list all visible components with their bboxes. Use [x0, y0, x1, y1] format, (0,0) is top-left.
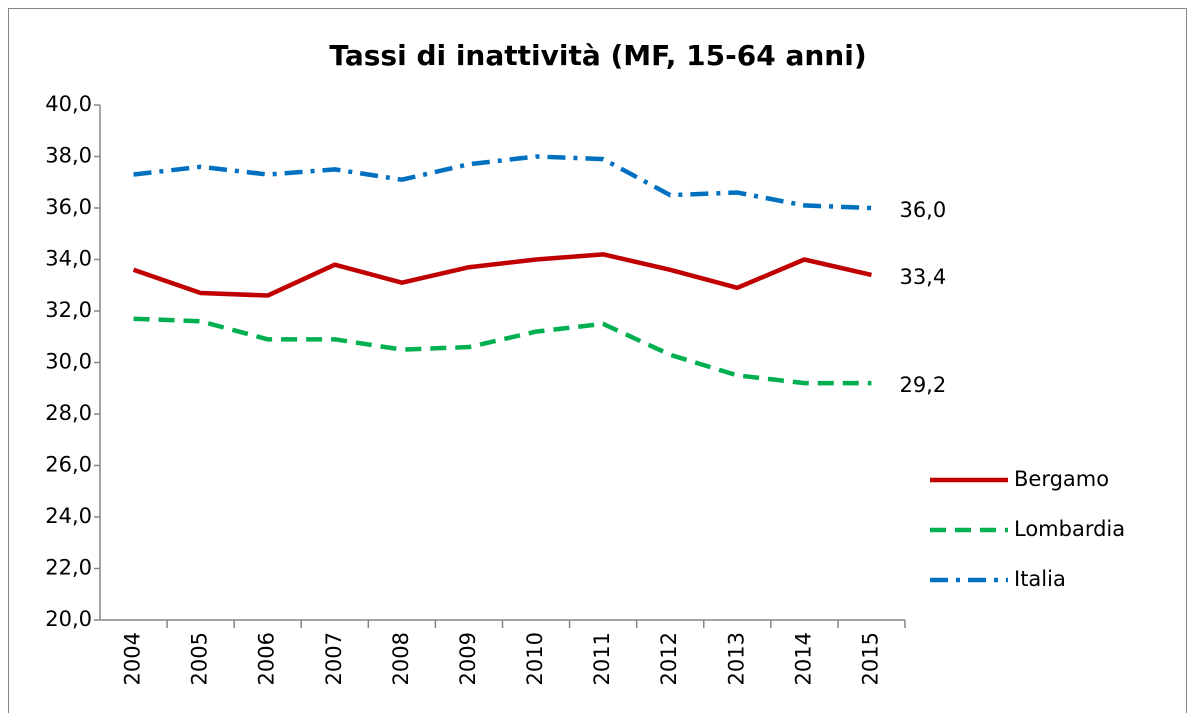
x-tick-label: 2012 — [657, 632, 681, 685]
series-line — [133, 154, 872, 211]
data-label: 29,2 — [899, 373, 946, 397]
y-tick-label: 28,0 — [45, 401, 92, 425]
x-tick-label: 2006 — [255, 632, 279, 685]
y-tick-label: 34,0 — [45, 247, 92, 271]
data-label: 36,0 — [899, 198, 946, 222]
chart-frame — [8, 8, 1187, 717]
y-tick-label: 24,0 — [45, 504, 92, 528]
x-tick-label: 2015 — [858, 632, 882, 685]
y-tick-label: 20,0 — [45, 607, 92, 631]
y-tick-label: 32,0 — [45, 298, 92, 322]
y-tick-label: 30,0 — [45, 350, 92, 374]
legend-label: Italia — [1014, 567, 1066, 591]
x-tick-label: 2007 — [322, 632, 346, 685]
data-label: 33,4 — [899, 265, 946, 289]
y-tick-label: 26,0 — [45, 453, 92, 477]
x-tick-label: 2008 — [389, 632, 413, 685]
x-tick-label: 2011 — [590, 632, 614, 685]
series-line — [132, 252, 872, 298]
y-tick-label: 40,0 — [45, 92, 92, 116]
x-tick-label: 2004 — [121, 632, 145, 685]
x-tick-label: 2014 — [791, 632, 815, 685]
legend-label: Lombardia — [1014, 517, 1125, 541]
x-tick-label: 2009 — [456, 632, 480, 685]
x-tick-label: 2010 — [523, 632, 547, 685]
chart-title: Tassi di inattività (MF, 15-64 anni) — [329, 39, 866, 72]
series-line — [133, 316, 872, 386]
y-tick-label: 38,0 — [45, 144, 92, 168]
x-tick-label: 2013 — [724, 632, 748, 685]
x-tick-label: 2005 — [188, 632, 212, 685]
y-tick-label: 36,0 — [45, 195, 92, 219]
legend-label: Bergamo — [1014, 467, 1109, 491]
y-tick-label: 22,0 — [45, 556, 92, 580]
